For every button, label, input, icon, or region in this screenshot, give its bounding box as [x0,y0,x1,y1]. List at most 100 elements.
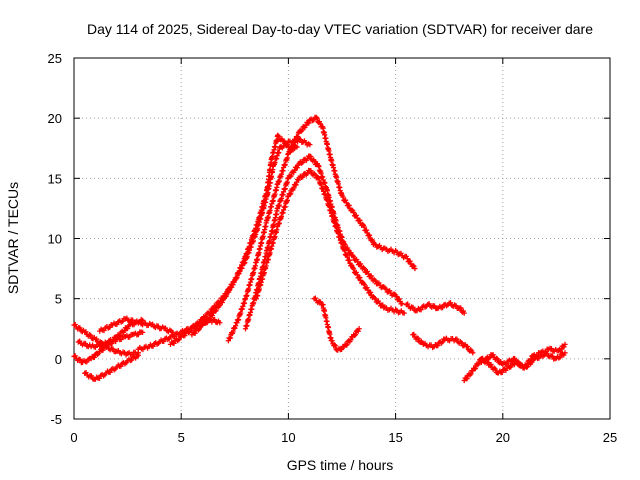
data-point-marker [504,361,510,367]
data-point-marker [294,134,300,140]
data-point-marker [308,168,314,174]
data-point-marker [352,332,359,338]
data-point-marker [300,159,306,166]
data-point-marker [340,194,346,200]
data-point-marker [72,321,78,328]
data-point-marker [366,232,373,239]
x-tick-label: 10 [281,430,295,445]
data-point-marker [219,299,225,306]
data-point-marker [344,342,350,348]
data-point-marker [125,325,131,332]
series-arc-11 [253,167,407,316]
data-point-marker [96,375,103,381]
data-point-marker [83,329,89,335]
data-point-marker [410,262,416,269]
data-point-marker [447,300,454,306]
data-point-marker [383,286,389,292]
data-point-marker [515,359,521,365]
data-point-marker [317,299,323,305]
chart-title: Day 114 of 2025, Sidereal Day-to-day VTE… [87,21,593,37]
data-point-marker [119,318,126,324]
data-point-marker [292,167,298,174]
data-point-marker [494,356,501,362]
data-point-marker [399,300,405,307]
data-point-marker [342,197,349,203]
x-axis-label: GPS time / hours [287,457,394,473]
series-arc-3 [82,352,141,383]
data-point-marker [529,359,535,365]
data-point-marker [94,336,100,342]
data-point-marker [468,371,474,377]
data-point-marker [351,209,357,216]
data-point-marker [338,346,345,353]
data-point-marker [453,303,459,309]
data-point-marker [186,328,193,335]
data-point-marker [227,335,233,341]
data-point-marker [317,121,323,127]
data-point-marker [275,132,281,138]
data-point-marker [312,295,318,301]
data-point-marker [290,142,296,148]
data-point-marker [361,224,367,230]
data-point-marker [150,343,156,349]
data-point-marker [558,346,564,352]
data-point-marker [171,333,178,340]
data-point-marker [121,328,127,334]
data-point-marker [135,352,141,358]
data-point-marker [461,310,467,316]
data-point-marker [393,294,400,300]
data-point-marker [435,343,441,349]
data-point-marker [458,340,465,346]
data-point-marker [404,256,410,262]
data-point-marker [226,287,233,293]
data-point-marker [202,320,209,326]
series-arc-9 [225,114,418,344]
data-point-marker [354,272,360,278]
data-point-marker [544,350,550,356]
data-point-marker [117,332,123,338]
data-point-marker [233,323,239,329]
data-point-marker [114,321,120,328]
data-point-marker [418,307,424,313]
data-point-marker [105,340,111,347]
data-point-marker [346,257,353,263]
data-point-marker [357,274,363,281]
data-point-marker [492,366,498,372]
data-point-marker [355,328,361,334]
data-point-marker [129,357,135,363]
data-point-marker [288,191,294,197]
data-point-marker [511,355,518,362]
data-point-marker [351,266,357,272]
data-point-marker [287,191,293,198]
data-point-marker [295,130,302,136]
data-point-marker [217,302,223,309]
y-tick-label: 5 [55,292,62,307]
data-point-marker [484,359,491,365]
data-point-marker [292,139,298,145]
data-point-marker [557,354,563,360]
data-point-marker [464,343,471,350]
data-point-marker [232,325,238,331]
data-point-marker [415,335,421,342]
series-arc-6 [135,317,223,353]
data-point-marker [562,350,568,356]
data-point-marker [209,313,215,319]
y-tick-label: -5 [50,412,62,427]
data-point-marker [368,273,374,279]
data-point-marker [101,327,107,334]
data-point-marker [359,221,366,227]
data-point-marker [110,337,116,343]
data-point-marker [508,364,514,370]
y-tick-label: 20 [48,111,62,126]
data-point-marker [307,142,313,148]
data-point-marker [431,303,438,309]
data-point-marker [294,144,300,150]
data-point-marker [476,360,482,366]
data-point-marker [314,115,320,121]
data-point-marker [182,333,188,339]
data-point-marker [361,281,367,288]
data-point-marker [439,339,446,345]
data-point-marker [346,202,352,209]
data-point-marker [82,340,89,347]
